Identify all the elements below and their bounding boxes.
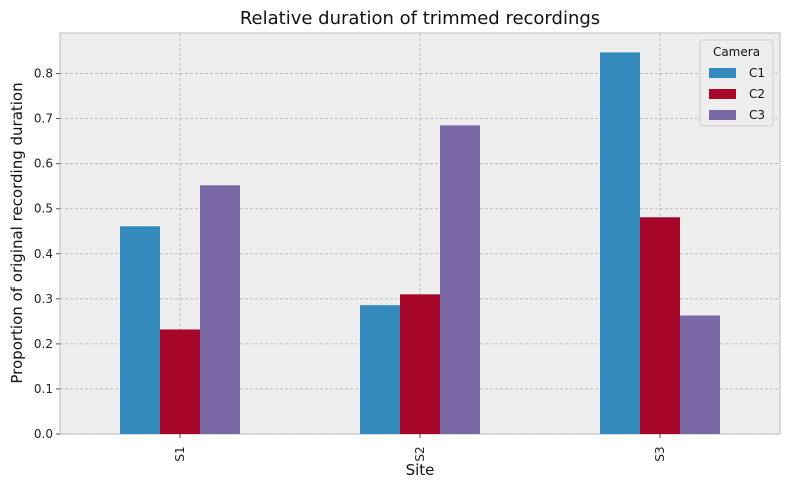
legend-swatch-c1 [709, 68, 736, 78]
bar-c1-s2 [360, 305, 400, 434]
y-tick-label: 0.7 [34, 112, 53, 126]
y-tick-label: 0.5 [34, 202, 53, 216]
x-tick-label: S2 [413, 446, 427, 461]
bar-c3-s1 [200, 185, 240, 434]
legend-label-c2: C2 [749, 87, 765, 101]
bar-c2-s1 [160, 329, 200, 434]
legend-title: Camera [713, 45, 760, 59]
y-tick-label: 0.3 [34, 292, 53, 306]
y-tick-label: 0.1 [34, 382, 53, 396]
legend: Camera C1 C2 C3 [699, 39, 774, 127]
chart-title: Relative duration of trimmed recordings [240, 8, 600, 29]
legend-label-c1: C1 [749, 66, 765, 80]
bar-c3-s2 [440, 125, 480, 434]
legend-box [699, 39, 774, 127]
y-tick-label: 0.4 [34, 247, 53, 261]
y-tick-label: 0.6 [34, 157, 53, 171]
bar-c2-s2 [400, 294, 440, 434]
bar-c3-s3 [680, 315, 720, 434]
legend-swatch-c3 [709, 110, 736, 120]
y-axis: 0.0 0.1 0.2 0.3 0.4 0.5 0.6 0.7 0.8 [34, 67, 60, 441]
y-axis-title: Proportion of original recording duratio… [8, 82, 26, 383]
legend-label-c3: C3 [749, 108, 765, 122]
y-tick-label: 0.2 [34, 337, 53, 351]
bar-c2-s3 [640, 217, 680, 434]
legend-swatch-c2 [709, 89, 736, 99]
x-tick-label: S3 [653, 446, 667, 461]
bars [120, 52, 720, 435]
bar-c1-s1 [120, 226, 160, 434]
bar-c1-s3 [600, 52, 640, 435]
x-axis-title: Site [406, 461, 435, 479]
y-tick-label: 0.8 [34, 67, 53, 81]
y-tick-label: 0.0 [34, 427, 53, 441]
x-axis: S1 S2 S3 [173, 434, 667, 462]
x-tick-label: S1 [173, 446, 187, 461]
